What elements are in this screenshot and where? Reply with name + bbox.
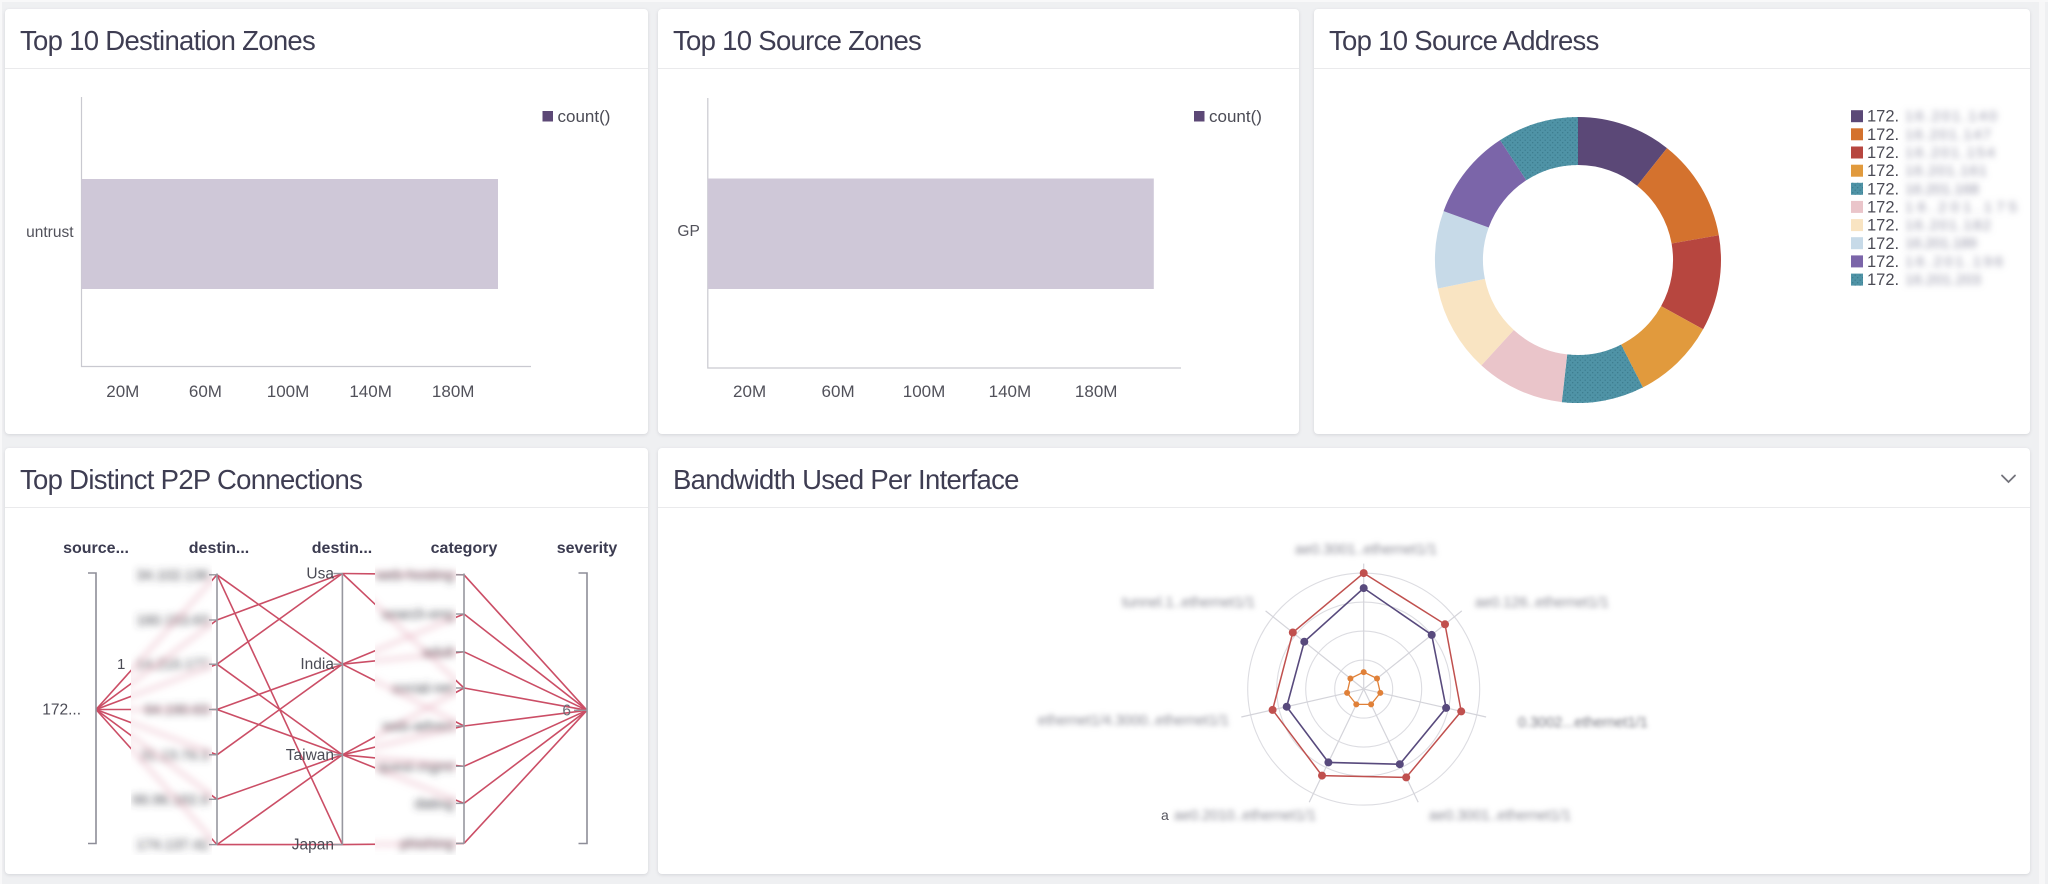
svg-text:phishing: phishing <box>400 836 454 852</box>
svg-text:1: 1 <box>117 656 125 673</box>
svg-text:category: category <box>431 540 498 557</box>
svg-text:172.: 172. <box>1867 162 1899 180</box>
svg-text:adult: adult <box>423 645 454 661</box>
svg-text:16.201.175: 16.201.175 <box>1905 199 2017 216</box>
svg-text:severity: severity <box>557 540 618 557</box>
svg-text:dating: dating <box>414 796 454 812</box>
svg-text:172.: 172. <box>1867 126 1899 144</box>
svg-text:100M: 100M <box>903 382 946 401</box>
svg-text:destin...: destin... <box>189 540 249 557</box>
svg-text:172.: 172. <box>1867 180 1899 198</box>
svg-text:social-net: social-net <box>392 681 454 697</box>
svg-text:web-advert: web-advert <box>381 719 454 735</box>
svg-text:31.13.79.3: 31.13.79.3 <box>140 748 209 764</box>
svg-text:web-hosting: web-hosting <box>375 568 454 584</box>
svg-text:172.: 172. <box>1867 144 1899 162</box>
svg-text:172.: 172. <box>1867 108 1899 126</box>
svg-text:count(): count() <box>558 107 611 126</box>
svg-text:14.215.177: 14.215.177 <box>136 657 209 673</box>
svg-text:140M: 140M <box>989 382 1032 401</box>
svg-text:172.: 172. <box>1867 198 1899 216</box>
svg-text:6: 6 <box>562 703 571 720</box>
svg-text:180M: 180M <box>432 382 475 401</box>
svg-text:160.153.63: 160.153.63 <box>136 613 209 629</box>
svg-text:ethernet1/4.3000..ethernet1/1: ethernet1/4.3000..ethernet1/1 <box>1038 713 1229 729</box>
svg-text:16.201.161: 16.201.161 <box>1905 163 1987 180</box>
svg-text:16.201.154: 16.201.154 <box>1905 145 1995 162</box>
svg-text:172.: 172. <box>1867 217 1899 235</box>
svg-text:count(): count() <box>1209 107 1262 126</box>
svg-text:quest-mgmt: quest-mgmt <box>377 759 454 775</box>
svg-text:16.201.147: 16.201.147 <box>1905 126 1991 143</box>
svg-text:source...: source... <box>63 540 129 557</box>
svg-text:140M: 140M <box>349 382 392 401</box>
svg-text:tunnel.1..ethernet1/1: tunnel.1..ethernet1/1 <box>1122 595 1255 611</box>
svg-text:16.201.182: 16.201.182 <box>1905 217 1991 234</box>
svg-text:172.: 172. <box>1867 271 1899 289</box>
svg-text:ae0.126..ethernet1/1: ae0.126..ethernet1/1 <box>1475 595 1609 611</box>
svg-text:64.190.63: 64.190.63 <box>144 703 209 719</box>
svg-text:destin...: destin... <box>312 540 372 557</box>
svg-text:16.201.203: 16.201.203 <box>1905 272 1981 289</box>
svg-text:Usa: Usa <box>306 566 334 583</box>
svg-text:20M: 20M <box>733 382 766 401</box>
svg-text:60M: 60M <box>822 382 855 401</box>
svg-text:174.137.42: 174.137.42 <box>136 838 209 854</box>
svg-text:60M: 60M <box>189 382 222 401</box>
svg-text:untrust: untrust <box>26 224 74 241</box>
svg-text:a: a <box>1161 807 1169 823</box>
svg-text:ae0.3001..ethernet1/1: ae0.3001..ethernet1/1 <box>1429 808 1571 824</box>
svg-text:16.201.140: 16.201.140 <box>1905 108 1997 125</box>
svg-text:66.96.162.9: 66.96.162.9 <box>132 792 209 808</box>
svg-text:GP: GP <box>677 223 699 240</box>
svg-text:16.201.189: 16.201.189 <box>1905 235 1977 252</box>
svg-text:ae0.3001..ethernet1/1: ae0.3001..ethernet1/1 <box>1295 542 1437 558</box>
svg-text:Japan: Japan <box>292 837 334 854</box>
svg-text:0.3002...ethernet1/1: 0.3002...ethernet1/1 <box>1518 715 1648 731</box>
svg-text:180M: 180M <box>1075 382 1118 401</box>
svg-text:172...: 172... <box>42 702 81 719</box>
svg-text:100M: 100M <box>267 382 310 401</box>
svg-text:ae0.2010..ethernet1/1: ae0.2010..ethernet1/1 <box>1174 808 1316 824</box>
svg-text:16.201.196: 16.201.196 <box>1905 253 2003 270</box>
svg-text:172.: 172. <box>1867 253 1899 271</box>
svg-text:34.102.136: 34.102.136 <box>136 568 209 584</box>
svg-text:Taiwan: Taiwan <box>286 747 334 764</box>
svg-text:search-eng: search-eng <box>381 607 454 623</box>
svg-text:16.201.168: 16.201.168 <box>1905 181 1979 198</box>
svg-text:20M: 20M <box>106 382 139 401</box>
svg-text:172.: 172. <box>1867 235 1899 253</box>
svg-text:India: India <box>300 656 334 673</box>
